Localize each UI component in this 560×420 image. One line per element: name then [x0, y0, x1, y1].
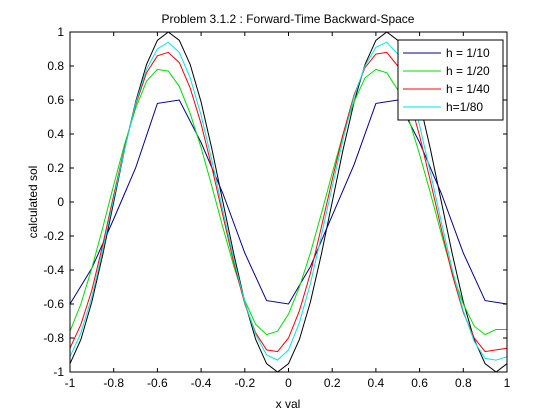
- y-tick-label: 0: [57, 195, 64, 209]
- y-tick-label: 0.8: [47, 59, 64, 73]
- x-tick-label: -1: [65, 376, 76, 390]
- y-tick-label: -1: [53, 365, 64, 379]
- y-tick-label: -0.8: [43, 331, 64, 345]
- x-axis-label: x val: [276, 397, 301, 411]
- x-tick-label: 0.8: [455, 376, 472, 390]
- legend: h = 1/10 h = 1/20 h = 1/40 h=1/80: [397, 39, 504, 121]
- legend-label: h=1/80: [446, 100, 483, 114]
- chart-title: Problem 3.1.2 : Forward-Time Backward-Sp…: [162, 12, 415, 26]
- x-tick-label: 0.2: [324, 376, 341, 390]
- series-line-3: [69, 51, 508, 353]
- y-tick-label: -0.6: [43, 297, 64, 311]
- series-line-4: [69, 41, 508, 361]
- x-tick-label: -0.4: [191, 376, 212, 390]
- x-tick-label: -0.8: [103, 376, 124, 390]
- x-tick-label: 0: [285, 376, 292, 390]
- series-line-0: [69, 31, 508, 373]
- y-axis-label: calculated sol: [26, 166, 40, 239]
- y-tick-label: -0.2: [43, 229, 64, 243]
- x-tick-label: 0.6: [411, 376, 428, 390]
- legend-label: h = 1/40: [446, 82, 490, 96]
- y-tick-label: 0.6: [47, 93, 64, 107]
- y-tick-label: -0.4: [43, 263, 64, 277]
- x-tick-label: -0.2: [234, 376, 255, 390]
- x-tick-label: -0.6: [147, 376, 168, 390]
- x-tick-label: 0.4: [368, 376, 385, 390]
- legend-label: h = 1/10: [446, 46, 490, 60]
- series-line-2: [69, 68, 507, 336]
- y-tick-label: 1: [57, 25, 64, 39]
- series-layer: [69, 31, 508, 373]
- y-tick-label: 0.4: [47, 127, 64, 141]
- series-line-1: [69, 99, 508, 305]
- tick-layer: -1 -0.8 -0.6 -0.4 -0.2 0 0.2 0.4 0.6 0.8 1 -1 -0.8 -0…: [43, 25, 510, 390]
- legend-label: h = 1/20: [446, 64, 490, 78]
- x-tick-label: 1: [504, 376, 511, 390]
- y-tick-label: 0.2: [47, 161, 64, 175]
